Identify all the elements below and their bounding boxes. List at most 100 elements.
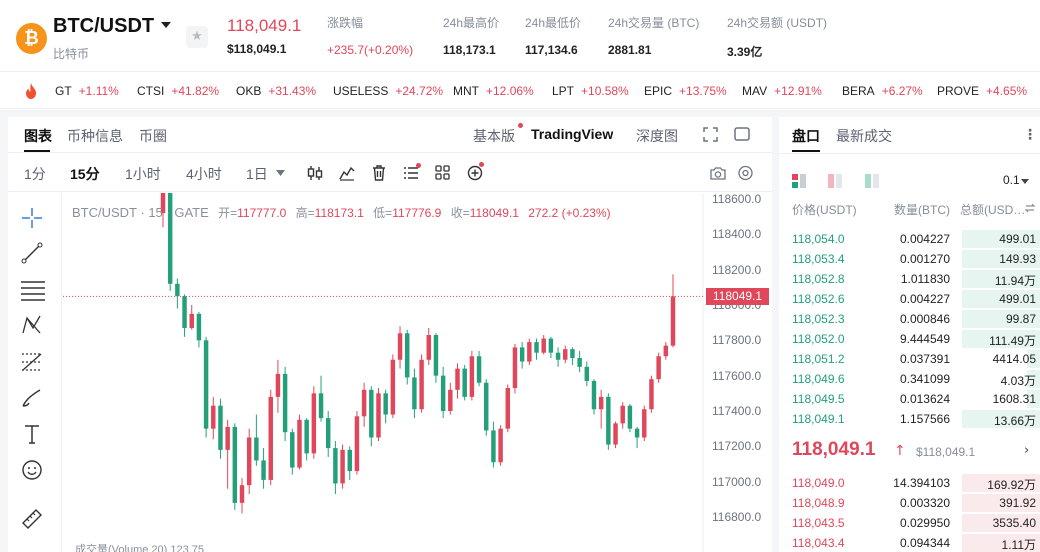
chevron-down-icon[interactable] [276, 170, 285, 176]
ask-row[interactable]: 118,052.3 0.000846 99.87 [779, 309, 1040, 329]
ask-row[interactable]: 118,049.1 1.157566 13.66万 [779, 409, 1040, 429]
tf-4h[interactable]: 4小时 [186, 166, 222, 182]
precision-selector[interactable]: 0.1 [1003, 173, 1020, 187]
chevron-right-icon[interactable]: › [1024, 443, 1030, 458]
row-total: 169.92万 [987, 478, 1036, 492]
candle-body [325, 418, 331, 449]
row-total: 4414.05 [992, 352, 1036, 366]
tab-coin-circle[interactable]: 币圈 [139, 128, 167, 144]
pattern-tool-icon[interactable] [20, 313, 44, 337]
row-price: 118,054.0 [792, 232, 845, 246]
ticker-item[interactable]: EPIC +13.75% [644, 84, 727, 98]
mode-both-icon[interactable] [792, 174, 806, 188]
ruler-icon[interactable] [20, 507, 44, 531]
ticker-item[interactable]: BERA +6.27% [842, 84, 923, 98]
candle-body [620, 405, 625, 424]
bid-row[interactable]: 118,043.5 0.029950 3535.40 [779, 513, 1040, 533]
ticker-item[interactable]: OKB +31.43% [236, 84, 316, 98]
candlestick-chart[interactable]: 118600.0118400.0118200.0118000.0117800.0… [63, 192, 772, 552]
candle-type-icon[interactable] [307, 165, 323, 181]
indicator-icon[interactable] [339, 165, 355, 181]
layout-grid-icon[interactable] [435, 165, 450, 180]
candle-body [311, 393, 317, 454]
ask-row[interactable]: 118,049.6 0.341099 4.03万 [779, 369, 1040, 389]
tf-1h[interactable]: 1小时 [125, 166, 161, 182]
timeframe-bar: 1分 15分 1小时 4小时 1日 [8, 154, 772, 192]
caret-down-icon[interactable] [161, 22, 171, 28]
mode-bids-icon[interactable] [828, 174, 842, 188]
camera-icon[interactable] [710, 166, 726, 180]
tab-tradingview[interactable]: TradingView [531, 126, 614, 142]
emoji-icon[interactable] [20, 458, 44, 482]
brush-icon[interactable] [20, 386, 44, 410]
candle-body [232, 426, 238, 503]
tab-latest-trades[interactable]: 最新成交 [836, 128, 892, 144]
settings-icon[interactable] [737, 165, 754, 181]
ask-row[interactable]: 118,051.2 0.037391 4414.05 [779, 349, 1040, 369]
ask-row[interactable]: 118,052.0 9.444549 111.49万 [779, 329, 1040, 349]
candle-body [304, 419, 309, 454]
candle-body [412, 377, 417, 410]
ask-row[interactable]: 118,054.0 0.004227 499.01 [779, 229, 1040, 249]
fire-icon [26, 83, 36, 99]
ask-row[interactable]: 118,053.4 0.001270 149.93 [779, 249, 1040, 269]
tab-chart[interactable]: 图表 [24, 128, 52, 144]
tab-depth[interactable]: 深度图 [636, 128, 678, 144]
crosshair-icon[interactable] [20, 206, 44, 230]
candle-body [175, 283, 180, 297]
tf-1d[interactable]: 1日 [246, 166, 268, 182]
candle-body [297, 419, 302, 468]
fib-tool-icon[interactable] [20, 350, 44, 374]
row-total: 11.94万 [994, 274, 1036, 288]
ticker-symbol: OKB [236, 84, 262, 98]
window-icon[interactable] [734, 127, 750, 141]
ticker-item[interactable]: MAV +12.91% [742, 84, 822, 98]
ticker-item[interactable]: MNT +12.06% [453, 84, 534, 98]
ask-row[interactable]: 118,052.6 0.004227 499.01 [779, 289, 1040, 309]
candle-body [591, 380, 597, 410]
tf-15m[interactable]: 15分 [70, 166, 100, 182]
pair-selector[interactable]: BTC/USDT [53, 15, 155, 37]
tab-order-book[interactable]: 盘口 [792, 128, 820, 144]
bid-row[interactable]: 118,048.9 0.003320 391.92 [779, 493, 1040, 513]
tab-basic[interactable]: 基本版 [473, 128, 515, 144]
y-tick-label: 117400.0 [712, 404, 762, 418]
candle-body [476, 356, 482, 383]
candle-body [663, 345, 669, 357]
ticker-item[interactable]: USELESS +24.72% [333, 84, 443, 98]
candle-body [404, 333, 410, 378]
add-compare-icon[interactable] [467, 165, 483, 181]
candle-body [318, 393, 324, 419]
tab-coin-info[interactable]: 币种信息 [67, 128, 123, 144]
candle-body [642, 409, 647, 438]
tf-1m[interactable]: 1分 [24, 166, 46, 182]
ticker-item[interactable]: LPT +10.58% [552, 84, 629, 98]
swap-icon[interactable] [1024, 202, 1036, 214]
depth-bar [962, 494, 1040, 512]
star-favorite-icon[interactable]: ★ [186, 26, 208, 48]
text-tool-icon[interactable] [20, 422, 44, 446]
ticker-item[interactable]: PROVE +4.65% [937, 84, 1027, 98]
candle-body [433, 335, 439, 376]
ticker-change: +12.91% [774, 84, 822, 98]
col-price: 价格(USDT) [792, 203, 857, 217]
candle-body [563, 349, 568, 360]
bid-row[interactable]: 118,043.4 0.094344 1.11万 [779, 533, 1040, 552]
more-vertical-icon[interactable]: ⋮ [1023, 127, 1037, 143]
mode-asks-icon[interactable] [865, 174, 879, 188]
ticker-change: +24.72% [395, 84, 444, 98]
horizontal-lines-icon[interactable] [20, 278, 46, 302]
depth-bar [962, 330, 1040, 348]
ticker-item[interactable]: CTSI +41.82% [137, 84, 219, 98]
list-icon[interactable] [403, 166, 419, 180]
precision-caret-icon[interactable] [1021, 179, 1029, 184]
ticker-item[interactable]: GT +1.11% [55, 84, 119, 98]
ask-row[interactable]: 118,049.5 0.013624 1608.31 [779, 389, 1040, 409]
bid-row[interactable]: 118,049.0 14.394103 169.92万 [779, 473, 1040, 493]
trash-icon[interactable] [372, 165, 386, 181]
col-qty: 数量(BTC) [894, 203, 950, 217]
depth-bar [1027, 370, 1040, 388]
fullscreen-icon[interactable] [703, 127, 718, 142]
ask-row[interactable]: 118,052.8 1.011830 11.94万 [779, 269, 1040, 289]
trend-line-icon[interactable] [20, 241, 44, 265]
